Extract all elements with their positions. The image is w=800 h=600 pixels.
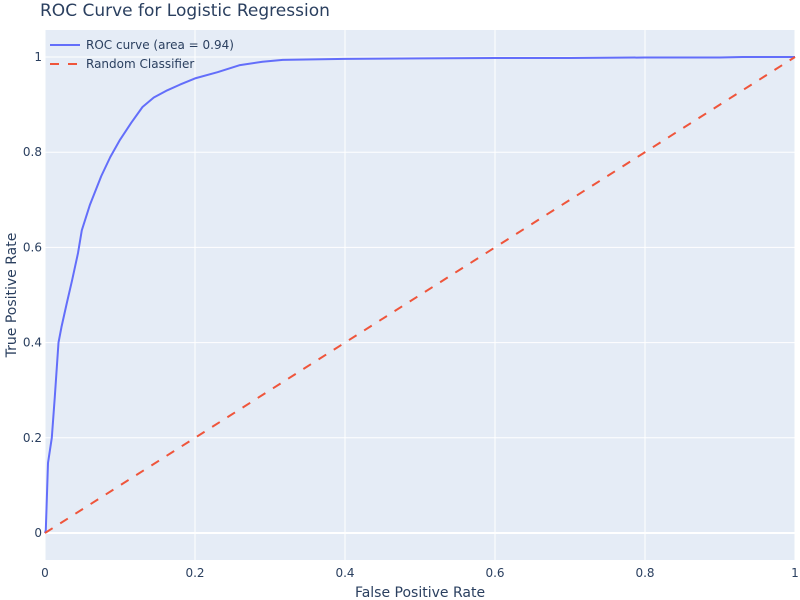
y-tick-label: 0.8 <box>23 145 42 159</box>
x-tick-label: 0.8 <box>635 566 654 580</box>
axis-ticks: 0 0.2 0.4 0.6 0.8 1 0 0.2 0.4 0.6 0.8 1 <box>23 50 799 580</box>
legend-item[interactable]: Random Classifier <box>50 57 194 71</box>
y-tick-label: 0.2 <box>23 431 42 445</box>
legend[interactable]: ROC curve (area = 0.94) Random Classifier <box>50 38 234 71</box>
gridlines <box>44 30 796 560</box>
x-tick-label: 0.2 <box>185 566 204 580</box>
legend-label: ROC curve (area = 0.94) <box>86 38 234 52</box>
x-tick-label: 1 <box>791 566 799 580</box>
x-tick-label: 0.6 <box>485 566 504 580</box>
traces <box>44 56 796 534</box>
legend-item[interactable]: ROC curve (area = 0.94) <box>50 38 234 52</box>
y-tick-label: 0 <box>34 526 42 540</box>
y-tick-label: 0.4 <box>23 336 42 350</box>
y-tick-label: 1 <box>34 50 42 64</box>
x-axis-label: False Positive Rate <box>355 585 485 600</box>
roc-curve-line <box>44 56 795 534</box>
random-classifier-line <box>44 56 796 534</box>
x-tick-label: 0 <box>41 566 49 580</box>
legend-label: Random Classifier <box>86 57 194 71</box>
y-tick-label: 0.6 <box>23 240 42 254</box>
x-tick-label: 0.4 <box>335 566 354 580</box>
y-axis-label: True Positive Rate <box>4 233 20 359</box>
chart-title: ROC Curve for Logistic Regression <box>40 1 330 21</box>
plot-area <box>45 30 795 560</box>
